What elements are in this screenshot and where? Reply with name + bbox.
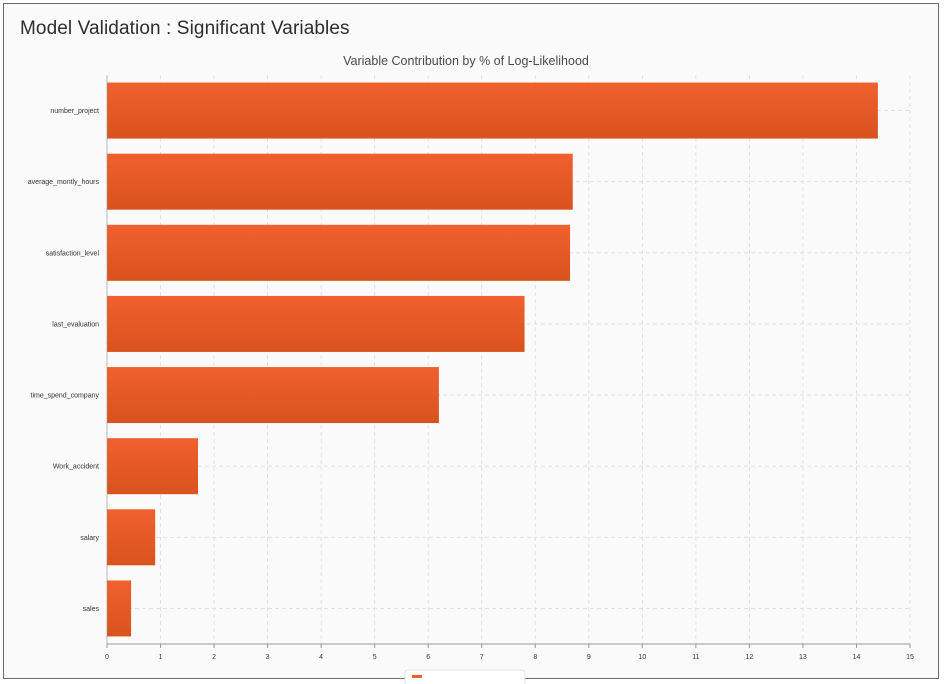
y-tick-label-7: sales <box>83 606 100 613</box>
bar-sales[interactable] <box>107 580 132 637</box>
x-tick-label-7: 7 <box>480 654 484 661</box>
y-tick-label-3: last_evaluation <box>52 321 99 328</box>
x-tick-label-12: 12 <box>746 654 754 661</box>
y-tick-label-0: number_project <box>50 108 99 115</box>
bar-last-evaluation[interactable] <box>107 295 525 352</box>
y-tick-label-2: satisfaction_level <box>46 250 100 257</box>
bar-satisfaction-level[interactable] <box>107 224 571 281</box>
x-tick-label-13: 13 <box>799 654 807 661</box>
bar-average-montly-hours[interactable] <box>107 153 573 210</box>
bars <box>107 82 878 637</box>
x-tick-label-10: 10 <box>638 654 646 661</box>
y-tick-label-1: average_montly_hours <box>28 179 100 186</box>
legend-box <box>404 669 526 684</box>
x-tick-labels: 0 1 2 3 4 5 6 7 8 9 10 11 12 13 14 15 <box>105 654 914 661</box>
x-tick-label-8: 8 <box>533 654 537 661</box>
x-tick-label-3: 3 <box>266 654 270 661</box>
y-tick-label-5: Work_accident <box>53 464 99 471</box>
legend-swatch[interactable] <box>412 675 422 678</box>
bar-number-project[interactable] <box>107 82 878 139</box>
bar-work-accident[interactable] <box>107 438 199 495</box>
axes <box>106 75 911 648</box>
x-tick-label-9: 9 <box>587 654 591 661</box>
bar-salary[interactable] <box>107 509 156 566</box>
legend <box>404 669 526 684</box>
x-tick-label-2: 2 <box>212 654 216 661</box>
x-tick-label-1: 1 <box>159 654 163 661</box>
x-tick-label-11: 11 <box>692 654 699 661</box>
x-tick-label-15: 15 <box>906 654 914 661</box>
page-title: Model Validation : Significant Variables <box>20 18 350 39</box>
x-tick-label-4: 4 <box>319 654 323 661</box>
y-tick-label-6: salary <box>80 535 99 542</box>
bar-time-spend-company[interactable] <box>107 367 439 424</box>
x-tick-label-5: 5 <box>373 654 377 661</box>
x-tick-label-14: 14 <box>853 654 861 661</box>
y-tick-label-4: time_spend_company <box>31 393 100 400</box>
x-tick-label-0: 0 <box>105 654 109 661</box>
x-tick-label-6: 6 <box>426 654 430 661</box>
y-tick-labels: number_project average_montly_hourssatisf… <box>28 108 100 613</box>
chart-title: Variable Contribution by % of Log-Likeli… <box>343 54 589 68</box>
